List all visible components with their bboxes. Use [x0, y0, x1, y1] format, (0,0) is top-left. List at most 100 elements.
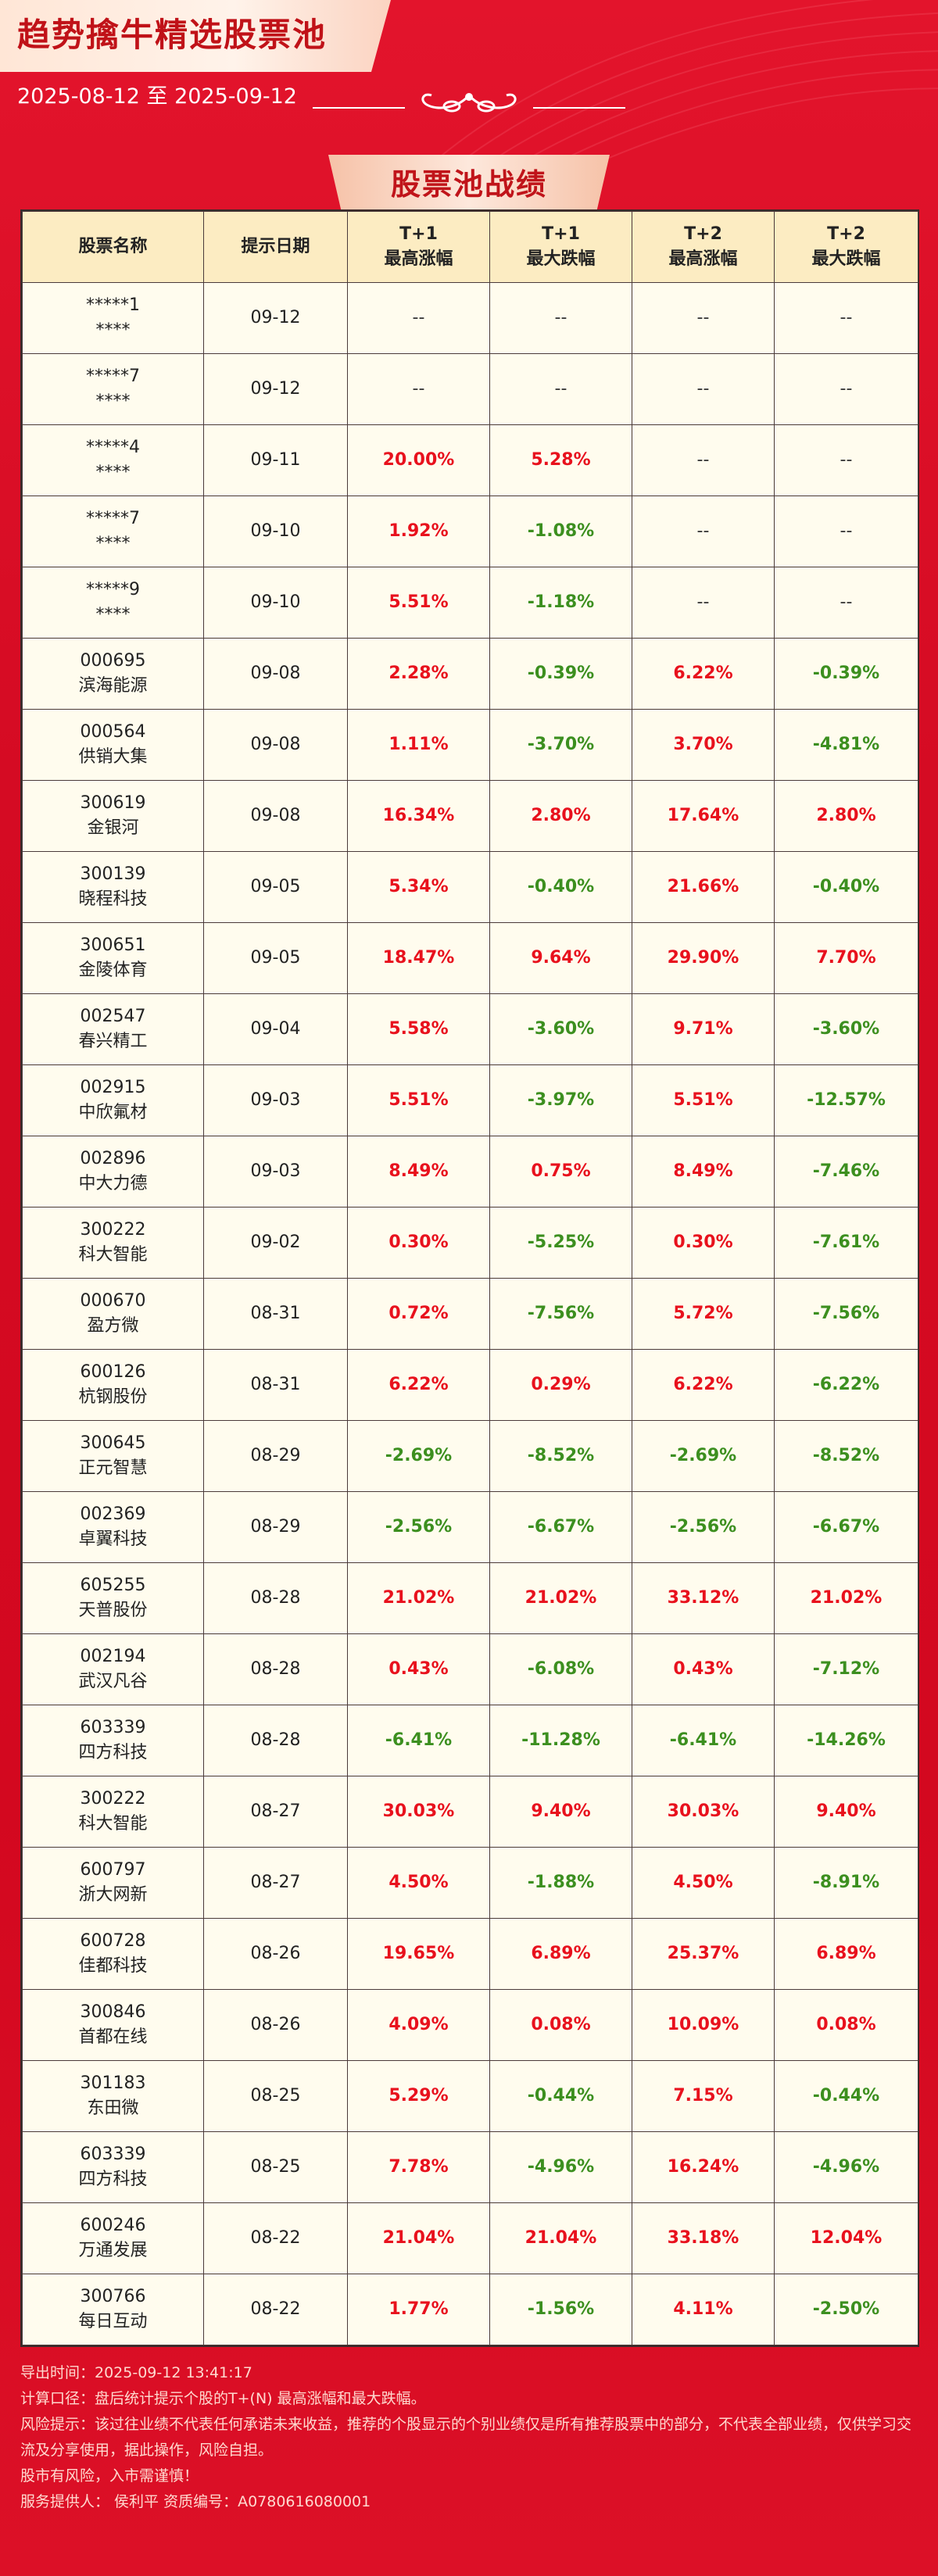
stock-name-cell: *****4 ****	[22, 424, 204, 496]
metric-t1-high: 19.65%	[347, 1918, 490, 1990]
section-ribbon	[328, 155, 610, 216]
column-header: T+1 最高涨幅	[347, 211, 490, 283]
stock-code: 300222	[80, 1220, 146, 1240]
metric-t2-high: -2.56%	[632, 1491, 775, 1563]
metric-t1-low: -11.28%	[489, 1705, 632, 1776]
signal-date: 08-26	[203, 1918, 348, 1990]
stock-code: 000670	[80, 1291, 146, 1311]
metric-t2-high: 10.09%	[632, 1989, 775, 2061]
metric-t1-low: -1.56%	[489, 2274, 632, 2345]
table-row: 603339 四方科技 08-28 -6.41% -11.28% -6.41% -14.26…	[22, 1705, 918, 1776]
metric-t1-low: 0.29%	[489, 1349, 632, 1421]
metric-t2-low: -0.39%	[774, 638, 918, 710]
signal-date: 09-04	[203, 993, 348, 1065]
risk-note: 风险提示：该过往业绩不代表任何承诺未来收益，推荐的个股显示的个别业绩仅是所有推荐…	[20, 2416, 912, 2459]
stock-code: 000695	[80, 651, 146, 671]
column-header: 提示日期	[203, 211, 348, 283]
signal-date: 08-28	[203, 1633, 348, 1705]
stock-code: *****1	[86, 295, 140, 315]
metric-t1-low: -6.08%	[489, 1633, 632, 1705]
stock-name: 金银河	[87, 818, 139, 838]
stock-code: 002369	[80, 1504, 146, 1524]
stock-name-cell: 600246 万通发展	[22, 2202, 204, 2274]
metric-t1-high: 6.22%	[347, 1349, 490, 1421]
table-row: 000670 盈方微 08-31 0.72% -7.56% 5.72% -7.56%	[22, 1278, 918, 1350]
column-header-line1: 股票名称	[78, 237, 148, 256]
stock-name-cell: 300139 晓程科技	[22, 851, 204, 923]
signal-date: 09-02	[203, 1207, 348, 1279]
signal-date: 09-10	[203, 567, 348, 639]
metric-t2-high: -2.69%	[632, 1420, 775, 1492]
metric-t1-high: 8.49%	[347, 1136, 490, 1208]
stock-code: 605255	[80, 1576, 146, 1595]
metric-t1-low: -1.08%	[489, 496, 632, 567]
signal-date: 09-10	[203, 496, 348, 567]
stock-name-cell: 301183 东田微	[22, 2060, 204, 2132]
stock-code: 603339	[80, 2145, 146, 2164]
column-header-line2: 最高涨幅	[384, 249, 453, 269]
stock-code: 600126	[80, 1362, 146, 1382]
table-row: 300139 晓程科技 09-05 5.34% -0.40% 21.66% -0.40%	[22, 851, 918, 923]
stock-name-cell: 300766 每日互动	[22, 2274, 204, 2345]
metric-t2-high: 8.49%	[632, 1136, 775, 1208]
metric-t2-low: -3.60%	[774, 993, 918, 1065]
metric-t2-low: 12.04%	[774, 2202, 918, 2274]
metric-t2-low: --	[774, 567, 918, 639]
column-header-line1: T+1	[542, 224, 580, 244]
stock-name-cell: *****1 ****	[22, 282, 204, 354]
metric-t1-low: -3.70%	[489, 709, 632, 781]
metric-t1-low: -0.39%	[489, 638, 632, 710]
stock-name: 金陵体育	[78, 961, 148, 980]
metric-t1-low: -8.52%	[489, 1420, 632, 1492]
metric-t1-high: 20.00%	[347, 424, 490, 496]
metric-t2-low: --	[774, 496, 918, 567]
stock-name: 中大力德	[78, 1174, 148, 1193]
metric-t2-low: 2.80%	[774, 780, 918, 852]
stock-code: 300766	[80, 2287, 146, 2306]
metric-t2-low: -12.57%	[774, 1064, 918, 1136]
metric-t2-low: -4.81%	[774, 709, 918, 781]
stock-code: 600797	[80, 1860, 146, 1880]
metric-t2-high: --	[632, 496, 775, 567]
metric-t2-high: --	[632, 353, 775, 425]
signal-date: 08-29	[203, 1491, 348, 1563]
signal-date: 09-11	[203, 424, 348, 496]
metric-t1-high: 5.51%	[347, 1064, 490, 1136]
metric-t1-low: -1.18%	[489, 567, 632, 639]
stock-name: 正元智慧	[78, 1458, 148, 1478]
stock-name: 武汉凡谷	[78, 1672, 148, 1691]
metric-t2-low: -0.44%	[774, 2060, 918, 2132]
metric-t1-low: -4.96%	[489, 2131, 632, 2203]
background-swirl-decoration	[421, 0, 938, 203]
table-row: *****9 **** 09-10 5.51% -1.18% -- --	[22, 567, 918, 639]
stock-name-cell: 002369 卓翼科技	[22, 1491, 204, 1563]
table-row: 603339 四方科技 08-25 7.78% -4.96% 16.24% -4.96%	[22, 2131, 918, 2203]
metric-t2-low: -14.26%	[774, 1705, 918, 1776]
metric-t2-high: 5.72%	[632, 1278, 775, 1350]
stock-name: 首都在线	[78, 2027, 148, 2047]
column-header: T+2 最高涨幅	[632, 211, 775, 283]
stock-name-cell: 002547 春兴精工	[22, 993, 204, 1065]
stock-name-cell: *****7 ****	[22, 353, 204, 425]
column-header: 股票名称	[22, 211, 204, 283]
metric-t1-high: -2.69%	[347, 1420, 490, 1492]
table-row: 002194 武汉凡谷 08-28 0.43% -6.08% 0.43% -7.12%	[22, 1633, 918, 1705]
table-row: 002547 春兴精工 09-04 5.58% -3.60% 9.71% -3.60%	[22, 993, 918, 1065]
table-row: 300222 科大智能 09-02 0.30% -5.25% 0.30% -7.61%	[22, 1207, 918, 1279]
stock-code: 000564	[80, 722, 146, 742]
metric-t1-high: --	[347, 282, 490, 354]
stock-name-cell: *****9 ****	[22, 567, 204, 639]
section-title: 股票池战绩	[390, 167, 547, 202]
column-header-line2: 最高涨幅	[668, 249, 738, 269]
table-row: 300846 首都在线 08-26 4.09% 0.08% 10.09% 0.08%	[22, 1989, 918, 2061]
footer: 导出时间：2025-09-12 13:41:17 计算口径：盘后统计提示个股的T…	[20, 2360, 919, 2515]
metric-t1-low: --	[489, 353, 632, 425]
metric-t2-high: 7.15%	[632, 2060, 775, 2132]
metric-t1-low: -7.56%	[489, 1278, 632, 1350]
metric-t1-low: -5.25%	[489, 1207, 632, 1279]
stock-name: ****	[95, 605, 131, 624]
metric-t1-low: 2.80%	[489, 780, 632, 852]
metric-t2-high: -6.41%	[632, 1705, 775, 1776]
metric-t1-low: 9.64%	[489, 922, 632, 994]
stock-name-cell: 000695 滨海能源	[22, 638, 204, 710]
